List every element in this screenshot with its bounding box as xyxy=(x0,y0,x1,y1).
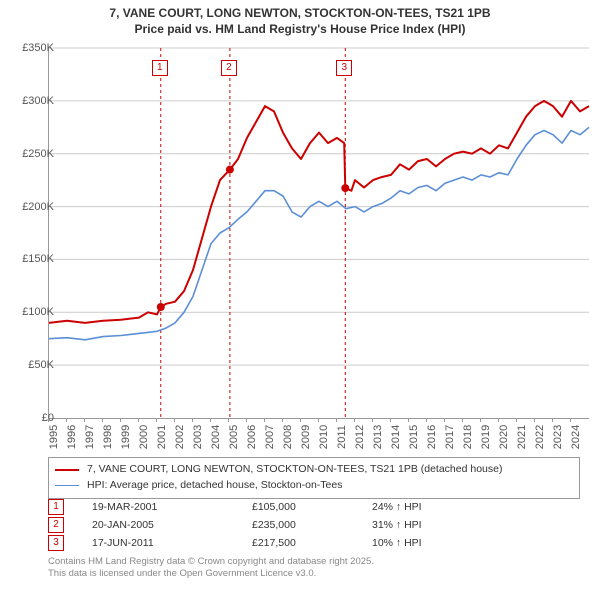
event-price: £105,000 xyxy=(252,501,372,513)
xtick-label: 2009 xyxy=(300,425,312,449)
event-pct: 10% ↑ HPI xyxy=(372,537,580,549)
ytick-label: £50K xyxy=(10,359,54,371)
ytick-label: £350K xyxy=(10,42,54,54)
xtick-label: 2013 xyxy=(372,425,384,449)
legend-label-property: 7, VANE COURT, LONG NEWTON, STOCKTON-ON-… xyxy=(87,462,502,478)
chart-container: 7, VANE COURT, LONG NEWTON, STOCKTON-ON-… xyxy=(0,0,600,590)
event-price: £235,000 xyxy=(252,519,372,531)
footer-line1: Contains HM Land Registry data © Crown c… xyxy=(48,556,374,568)
plot-area xyxy=(48,48,589,419)
event-row: 2 20-JAN-2005£235,00031% ↑ HPI xyxy=(48,516,580,534)
chart-title: 7, VANE COURT, LONG NEWTON, STOCKTON-ON-… xyxy=(0,0,600,37)
xtick-label: 2020 xyxy=(498,425,510,449)
legend-item-hpi: HPI: Average price, detached house, Stoc… xyxy=(55,478,573,494)
event-row: 1 19-MAR-2001£105,00024% ↑ HPI xyxy=(48,498,580,516)
xtick-label: 2022 xyxy=(534,425,546,449)
xtick-label: 2017 xyxy=(444,425,456,449)
xtick-label: 2015 xyxy=(408,425,420,449)
event-idx: 2 xyxy=(48,517,64,533)
xtick-label: 1998 xyxy=(102,425,114,449)
xtick-label: 2000 xyxy=(138,425,150,449)
xtick-label: 2004 xyxy=(210,425,222,449)
xtick-label: 2006 xyxy=(246,425,258,449)
xtick-label: 2005 xyxy=(228,425,240,449)
xtick-label: 2023 xyxy=(552,425,564,449)
xtick-label: 2021 xyxy=(516,425,528,449)
xtick-label: 2003 xyxy=(192,425,204,449)
event-pct: 24% ↑ HPI xyxy=(372,501,580,513)
xtick-label: 1999 xyxy=(120,425,132,449)
event-price: £217,500 xyxy=(252,537,372,549)
xtick-label: 2018 xyxy=(462,425,474,449)
xtick-label: 2008 xyxy=(282,425,294,449)
xtick-label: 2019 xyxy=(480,425,492,449)
ytick-label: £250K xyxy=(10,148,54,160)
event-idx: 3 xyxy=(48,535,64,551)
event-date: 17-JUN-2011 xyxy=(92,537,252,549)
xtick-label: 2002 xyxy=(174,425,186,449)
ytick-label: £100K xyxy=(10,306,54,318)
xtick-label: 2010 xyxy=(318,425,330,449)
event-pct: 31% ↑ HPI xyxy=(372,519,580,531)
events-table: 1 19-MAR-2001£105,00024% ↑ HPI 2 20-JAN-200… xyxy=(48,498,580,552)
legend-label-hpi: HPI: Average price, detached house, Stoc… xyxy=(87,478,342,494)
xtick-label: 2007 xyxy=(264,425,276,449)
title-line2: Price paid vs. HM Land Registry's House … xyxy=(0,22,600,38)
xtick-label: 2014 xyxy=(390,425,402,449)
event-idx: 1 xyxy=(48,499,64,515)
ytick-label: £150K xyxy=(10,253,54,265)
xtick-label: 1997 xyxy=(84,425,96,449)
xtick-label: 2011 xyxy=(336,425,348,449)
footer-line2: This data is licensed under the Open Gov… xyxy=(48,568,374,580)
event-row: 3 17-JUN-2011£217,50010% ↑ HPI xyxy=(48,534,580,552)
xtick-label: 1995 xyxy=(48,425,60,449)
title-line1: 7, VANE COURT, LONG NEWTON, STOCKTON-ON-… xyxy=(0,6,600,22)
legend-swatch-hpi xyxy=(55,485,79,486)
ytick-label: £300K xyxy=(10,95,54,107)
xtick-label: 2012 xyxy=(354,425,366,449)
legend-item-property: 7, VANE COURT, LONG NEWTON, STOCKTON-ON-… xyxy=(55,462,573,478)
xtick-label: 2001 xyxy=(156,425,168,449)
xtick-label: 2024 xyxy=(570,425,582,449)
ytick-label: £200K xyxy=(10,201,54,213)
event-date: 19-MAR-2001 xyxy=(92,501,252,513)
xtick-label: 2016 xyxy=(426,425,438,449)
event-marker: 3 xyxy=(336,60,352,76)
event-date: 20-JAN-2005 xyxy=(92,519,252,531)
footer: Contains HM Land Registry data © Crown c… xyxy=(48,556,374,581)
event-marker: 2 xyxy=(221,60,237,76)
legend: 7, VANE COURT, LONG NEWTON, STOCKTON-ON-… xyxy=(48,457,580,499)
event-marker: 1 xyxy=(152,60,168,76)
xtick-label: 1996 xyxy=(66,425,78,449)
line-plot-svg xyxy=(49,48,589,418)
legend-swatch-property xyxy=(55,469,79,471)
